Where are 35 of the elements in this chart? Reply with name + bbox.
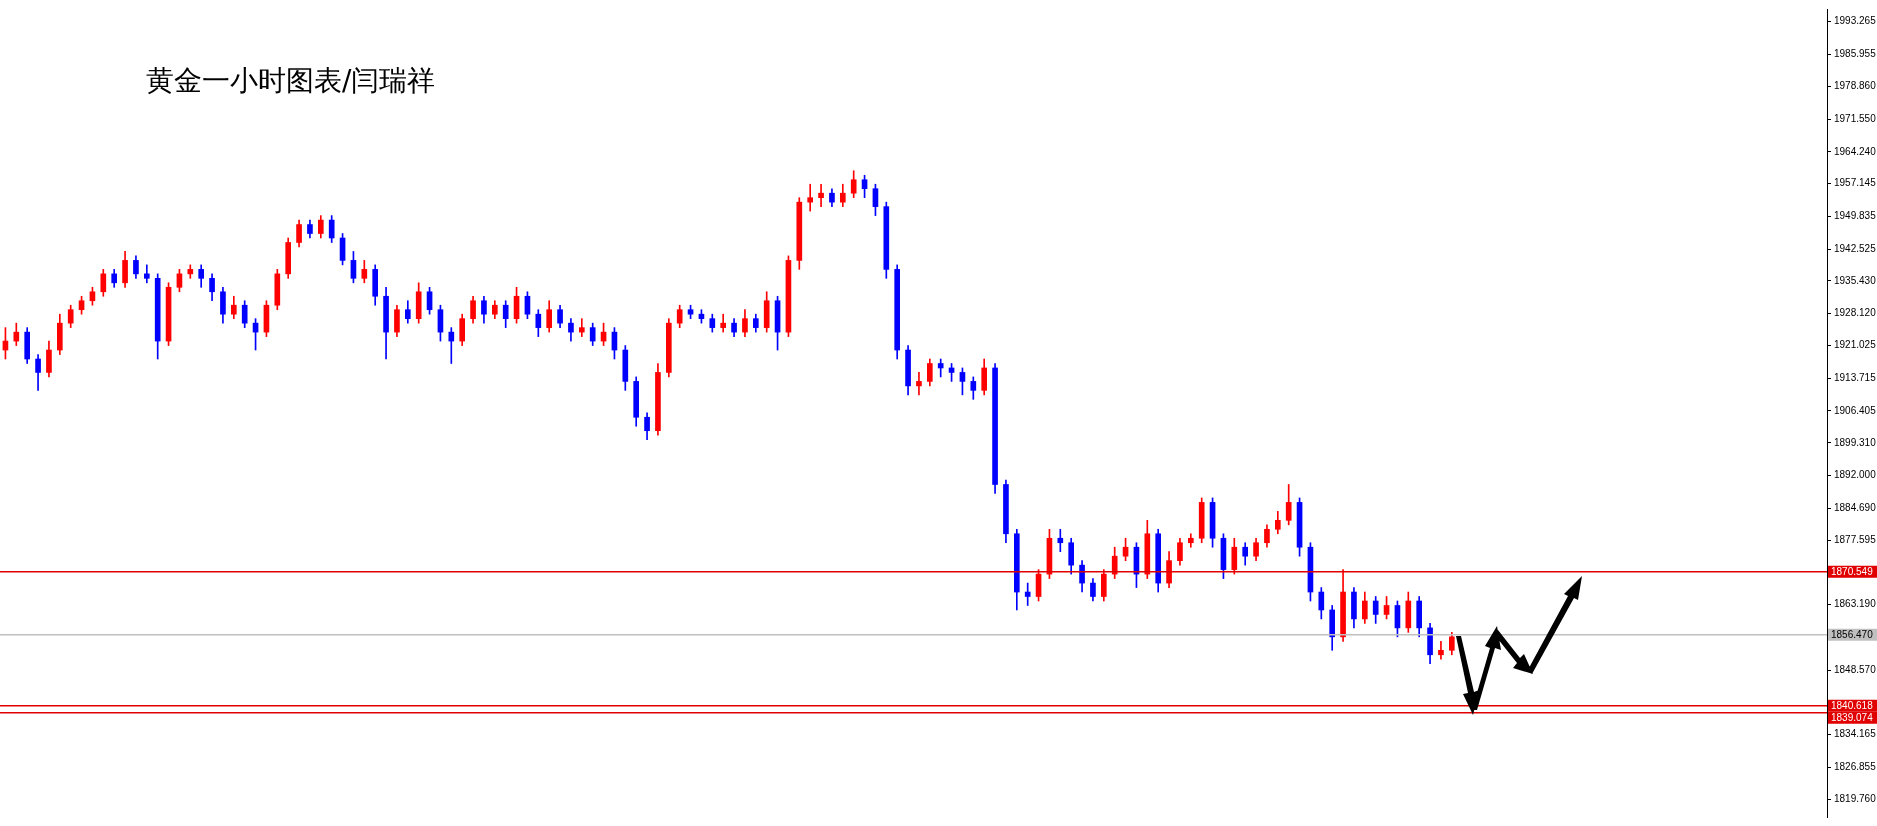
candlestick xyxy=(1057,528,1064,553)
candlestick xyxy=(578,318,585,337)
y-tick-label: 1949.835 xyxy=(1834,210,1877,222)
candlestick xyxy=(1438,641,1444,660)
y-tick-label: 1913.715 xyxy=(1834,371,1877,383)
y-tick-label: 1978.860 xyxy=(1834,80,1877,92)
y-tick-label: 1826.855 xyxy=(1834,761,1877,773)
y-tick-label: 1935.430 xyxy=(1834,274,1877,286)
y-tick-label: 1993.265 xyxy=(1834,15,1877,27)
ref-line-label: 1856.470 xyxy=(1831,628,1874,640)
text: 黄金一小时图表/闫瑞祥 xyxy=(146,63,436,99)
candlestick xyxy=(1024,582,1031,606)
y-tick-label: 1892.000 xyxy=(1834,469,1877,481)
candlestick xyxy=(818,183,824,207)
ref-line-label: 1840.618 xyxy=(1831,700,1874,712)
y-tick-label: 1877.595 xyxy=(1834,533,1877,545)
candlestick xyxy=(807,183,814,212)
y-tick-label: 1906.405 xyxy=(1834,404,1877,416)
y-tick-label: 1848.570 xyxy=(1834,663,1877,675)
ref-line-label: 1839.074 xyxy=(1831,712,1874,724)
y-tick-label: 1819.760 xyxy=(1834,793,1877,804)
y-tick-label: 1964.240 xyxy=(1834,145,1877,157)
candlestick xyxy=(916,372,922,396)
y-tick-label: 1899.310 xyxy=(1834,436,1877,448)
y-tick-label: 1863.190 xyxy=(1834,598,1877,610)
y-tick-label: 1985.955 xyxy=(1834,48,1877,60)
candlestick xyxy=(448,327,455,364)
y-tick-label: 1928.120 xyxy=(1834,307,1877,319)
y-tick-label: 1971.550 xyxy=(1834,112,1877,124)
y-tick-label: 1957.145 xyxy=(1834,177,1877,189)
y-tick-label: 1834.165 xyxy=(1834,728,1877,740)
ref-line-label: 1870.549 xyxy=(1831,565,1874,577)
y-tick-label: 1921.025 xyxy=(1834,339,1877,351)
y-tick-label: 1942.525 xyxy=(1834,242,1877,254)
y-tick-label: 1884.690 xyxy=(1834,502,1877,514)
